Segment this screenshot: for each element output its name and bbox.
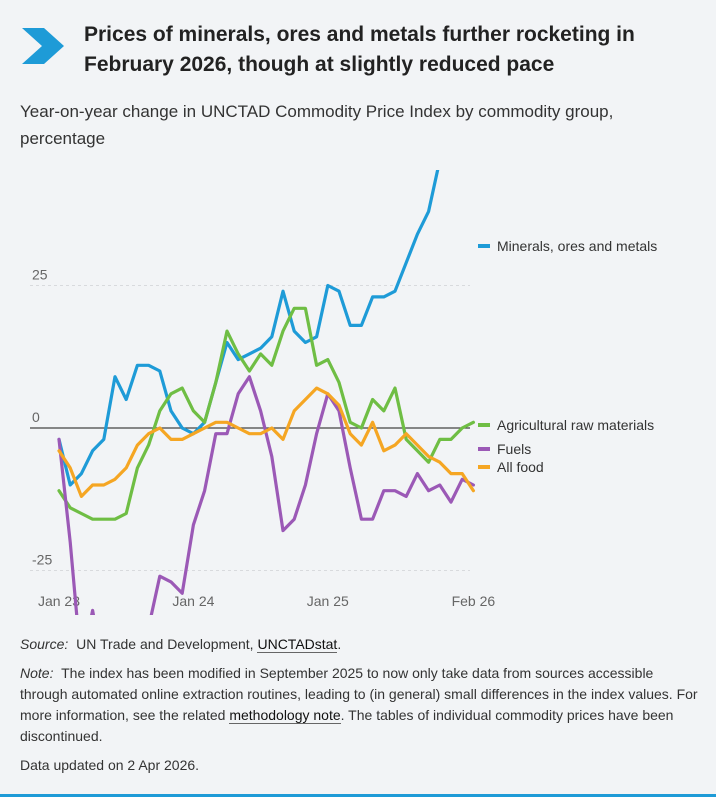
bottom-accent-bar bbox=[0, 794, 716, 797]
data-updated: Data updated on 2 Apr 2026. bbox=[20, 757, 200, 773]
note-line: Note: The index has been modified in Sep… bbox=[20, 663, 700, 747]
source-end: . bbox=[337, 636, 342, 652]
legend-label: Minerals, ores and metals bbox=[497, 238, 657, 254]
series-line-agricultural-raw-materials bbox=[57, 306, 475, 521]
legend-label: Agricultural raw materials bbox=[497, 417, 654, 433]
x-tick-label: Jan 25 bbox=[307, 593, 349, 609]
series-line-all-food bbox=[57, 386, 475, 498]
methodology-note-link[interactable]: methodology note bbox=[229, 707, 341, 724]
y-tick-label: 25 bbox=[32, 267, 48, 283]
chart-notes: Source: UN Trade and Development, UNCTAD… bbox=[20, 634, 700, 784]
x-tick-label: Jan 23 bbox=[38, 593, 80, 609]
series-line-fuels bbox=[57, 375, 475, 615]
chevron-right-icon bbox=[22, 28, 64, 64]
note-label: Note: bbox=[20, 665, 54, 681]
note-text: The index has been modified in September… bbox=[20, 665, 698, 723]
source-text: UN Trade and Development, bbox=[76, 636, 254, 652]
source-line: Source: UN Trade and Development, UNCTAD… bbox=[20, 634, 700, 655]
legend-label: All food bbox=[497, 459, 544, 475]
series-line-minerals-ores-and-metals bbox=[57, 170, 440, 487]
source-label: Source: bbox=[20, 636, 69, 652]
chart-subtitle: Year-on-year change in UNCTAD Commodity … bbox=[20, 102, 614, 148]
y-tick-label: 0 bbox=[32, 409, 40, 425]
legend-label: Fuels bbox=[497, 441, 531, 457]
y-tick-label: -25 bbox=[32, 552, 52, 568]
unctadstat-link[interactable]: UNCTADstat bbox=[257, 636, 338, 653]
note-end: . The tables of individual commodity pri… bbox=[20, 707, 674, 744]
chart-title: Prices of minerals, ores and metals furt… bbox=[84, 23, 635, 76]
x-tick-label: Feb 26 bbox=[452, 593, 496, 609]
header: Prices of minerals, ores and metals furt… bbox=[20, 20, 700, 80]
x-tick-label: Jan 24 bbox=[172, 593, 214, 609]
